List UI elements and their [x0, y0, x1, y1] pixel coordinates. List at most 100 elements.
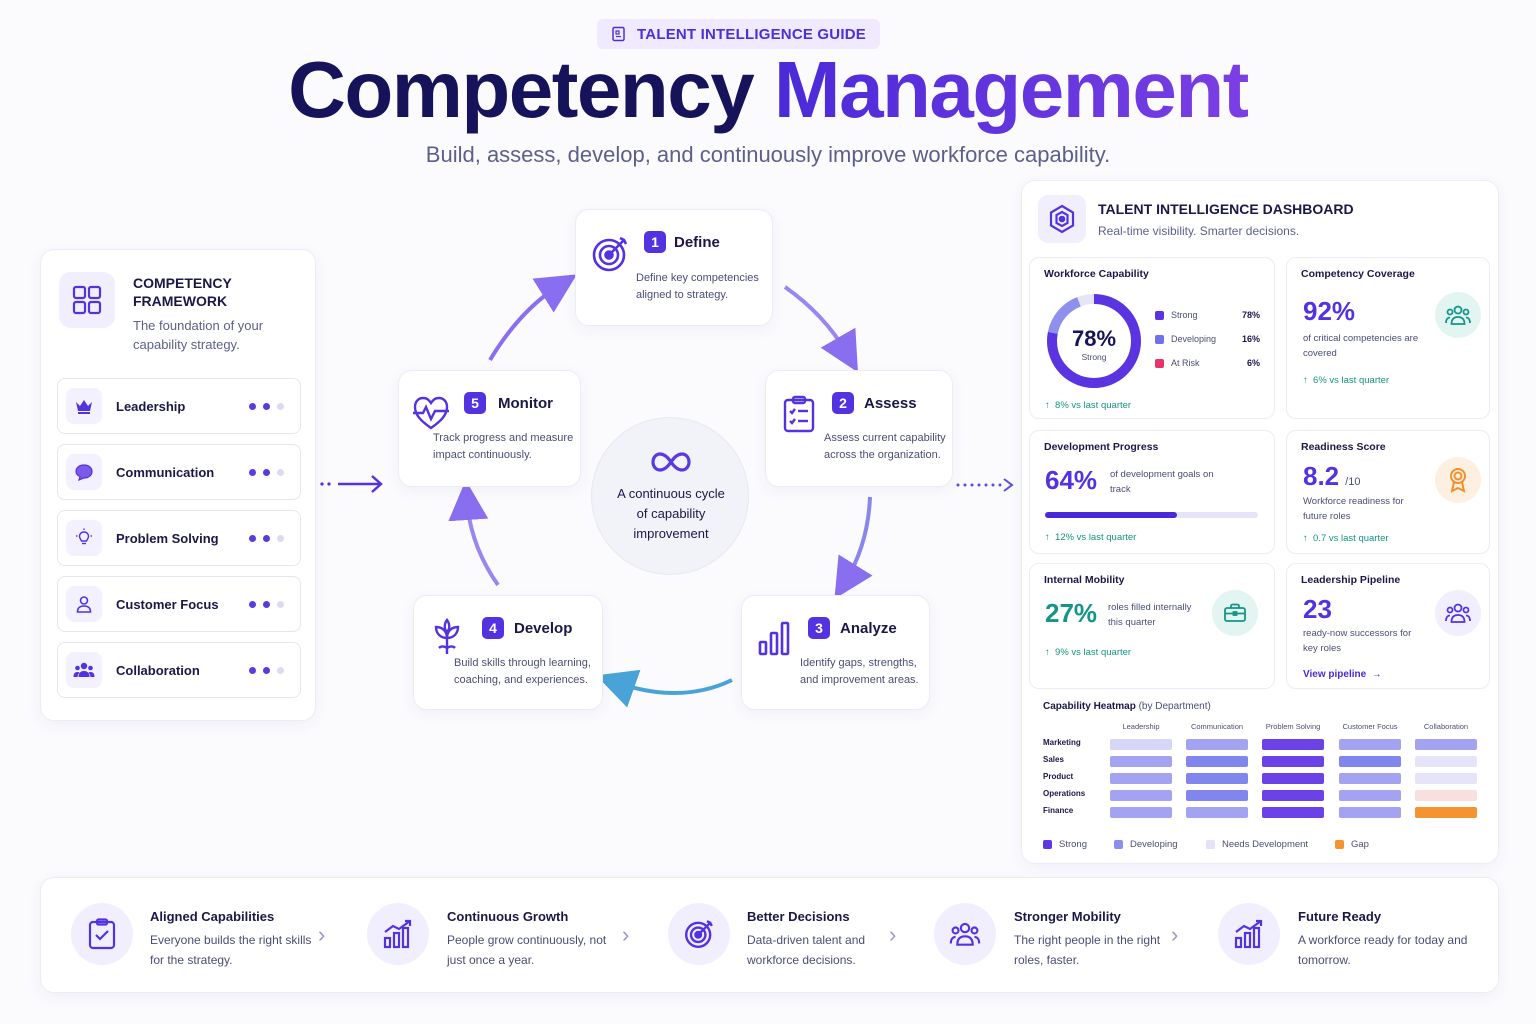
framework-item-problem-solving[interactable]: Problem Solving: [57, 510, 301, 566]
title-part2: Management: [773, 45, 1249, 134]
pipeline-value: 23: [1303, 594, 1332, 624]
heatmap-cell[interactable]: [1339, 790, 1401, 801]
step-monitor[interactable]: 5 Monitor Track progress and measure impa…: [398, 370, 581, 487]
guide-badge: TALENT INTELLIGENCE GUIDE: [597, 19, 880, 49]
benefit-title: Stronger Mobility: [1014, 909, 1121, 924]
step-analyze[interactable]: 3 Analyze Identify gaps, strengths, and i…: [741, 595, 930, 710]
heatmap-cell[interactable]: [1110, 756, 1172, 767]
sprout-icon: [434, 618, 460, 654]
internal-mobility-tile[interactable]: Internal Mobility 27% roles filled inter…: [1029, 563, 1275, 689]
dashboard-subtitle: Real-time visibility. Smarter decisions.: [1098, 224, 1300, 238]
step-title: Develop: [514, 619, 573, 637]
step-number: 5: [464, 392, 486, 414]
growth-chart-icon: [1218, 903, 1280, 965]
heatmap-title: Capability Heatmap (by Department): [1043, 701, 1211, 712]
heatmap-cell[interactable]: [1339, 807, 1401, 818]
heatmap-cell[interactable]: [1339, 756, 1401, 767]
heatmap-cell[interactable]: [1110, 773, 1172, 784]
competency-framework-panel: COMPETENCY FRAMEWORK The foundation of y…: [40, 249, 316, 721]
heatmap-row-label: Sales: [1043, 755, 1064, 764]
leadership-pipeline-tile[interactable]: Leadership Pipeline 23 ready-now success…: [1286, 563, 1490, 689]
workforce-capability-tile[interactable]: Workforce Capability 78% Strong Strong 78…: [1029, 257, 1275, 419]
briefcase-icon: [1212, 590, 1258, 636]
pulse-icon: [413, 396, 449, 430]
development-progress-track: [1045, 512, 1258, 518]
readiness-value-row: 8.2/10: [1303, 461, 1360, 492]
readiness-desc: Workforce readiness for future roles: [1303, 496, 1404, 522]
heatmap-cell[interactable]: [1415, 807, 1477, 818]
talent-dashboard: TALENT INTELLIGENCE DASHBOARD Real-time …: [1021, 180, 1499, 864]
heatmap-cell[interactable]: [1110, 739, 1172, 750]
workforce-value-label: Strong: [1081, 352, 1107, 362]
heatmap-cell[interactable]: [1339, 773, 1401, 784]
chevron-right-icon: ›: [318, 922, 326, 947]
view-pipeline-link[interactable]: View pipeline →: [1303, 669, 1382, 680]
cycle-center-text: A continuous cycle of capability improve…: [617, 486, 725, 541]
heatmap-cell[interactable]: [1186, 790, 1248, 801]
legend-at-risk: At Risk 6%: [1155, 358, 1260, 368]
heatmap-column-label: Collaboration: [1423, 722, 1469, 731]
heatmap-cell[interactable]: [1262, 807, 1324, 818]
heatmap-cell[interactable]: [1415, 739, 1477, 750]
cycle-center: A continuous cycle of capability improve…: [591, 417, 749, 575]
heatmap-cell[interactable]: [1415, 773, 1477, 784]
heatmap-cell[interactable]: [1339, 739, 1401, 750]
chat-bubble-icon: [66, 454, 102, 490]
level-dots: [249, 402, 284, 410]
grid-icon: [59, 272, 115, 328]
heatmap-cell[interactable]: [1415, 790, 1477, 801]
framework-item-label: Collaboration: [116, 662, 200, 678]
donut-segment-strong: [1047, 294, 1141, 388]
framework-item-collaboration[interactable]: Collaboration: [57, 642, 301, 698]
benefit-title: Aligned Capabilities: [150, 909, 275, 924]
mobility-value: 27%: [1045, 598, 1098, 628]
workforce-value: 78%: [1071, 326, 1117, 351]
heatmap-row-label: Finance: [1043, 806, 1074, 815]
benefit-desc: Everyone builds the right skills for the…: [150, 933, 312, 967]
step-number: 1: [644, 231, 666, 253]
coverage-desc: of critical competencies are covered: [1303, 333, 1419, 359]
person-icon: [66, 586, 102, 622]
heatmap-cell[interactable]: [1186, 807, 1248, 818]
heatmap-cell[interactable]: [1110, 790, 1172, 801]
framework-item-customer-focus[interactable]: Customer Focus: [57, 576, 301, 632]
step-develop[interactable]: 4 Develop Build skills through learning, …: [413, 595, 603, 710]
benefit-desc: A workforce ready for today and tomorrow…: [1298, 933, 1468, 967]
development-progress-fill: [1045, 512, 1178, 518]
tile-title: Internal Mobility: [1044, 574, 1125, 586]
page-title: Competency Management: [0, 44, 1536, 136]
step-number: 3: [808, 617, 830, 639]
heatmap-cell[interactable]: [1262, 756, 1324, 767]
heatmap-cell[interactable]: [1186, 756, 1248, 767]
level-dots: [249, 468, 284, 476]
readiness-score-tile[interactable]: Readiness Score 8.2/10 Workforce readine…: [1286, 430, 1490, 554]
heatmap-legend-item: Needs Development: [1206, 839, 1308, 850]
step-number: 4: [482, 617, 504, 639]
benefit-desc: Data-driven talent and workforce decisio…: [747, 933, 866, 967]
benefit-title: Better Decisions: [747, 909, 850, 924]
tile-title: Leadership Pipeline: [1301, 574, 1401, 586]
heatmap-column-label: Communication: [1190, 722, 1244, 731]
heatmap-legend-item: Developing: [1114, 839, 1178, 850]
step-define[interactable]: 1 Define Define key competencies aligned …: [575, 209, 773, 326]
heatmap-cell[interactable]: [1415, 756, 1477, 767]
hexagon-icon: [1038, 195, 1086, 243]
heatmap-cell[interactable]: [1186, 739, 1248, 750]
framework-item-leadership[interactable]: Leadership: [57, 378, 301, 434]
readiness-value: 8.2: [1303, 461, 1340, 491]
target-icon: [592, 236, 628, 272]
competency-coverage-tile[interactable]: Competency Coverage 92% of critical comp…: [1286, 257, 1490, 419]
heatmap-cell[interactable]: [1186, 773, 1248, 784]
framework-item-communication[interactable]: Communication: [57, 444, 301, 500]
chevron-right-icon: ›: [622, 922, 630, 947]
legend-developing: Developing 16%: [1155, 334, 1260, 344]
page-subtitle: Build, assess, develop, and continuously…: [425, 142, 1111, 167]
heatmap-row-label: Product: [1043, 772, 1074, 781]
heatmap-column-label: Customer Focus: [1342, 722, 1398, 731]
step-assess[interactable]: 2 Assess Assess current capability across…: [765, 370, 953, 487]
heatmap-cell[interactable]: [1262, 790, 1324, 801]
heatmap-cell[interactable]: [1110, 807, 1172, 818]
development-progress-tile[interactable]: Development Progress 64% of development …: [1029, 430, 1275, 554]
heatmap-cell[interactable]: [1262, 739, 1324, 750]
heatmap-cell[interactable]: [1262, 773, 1324, 784]
